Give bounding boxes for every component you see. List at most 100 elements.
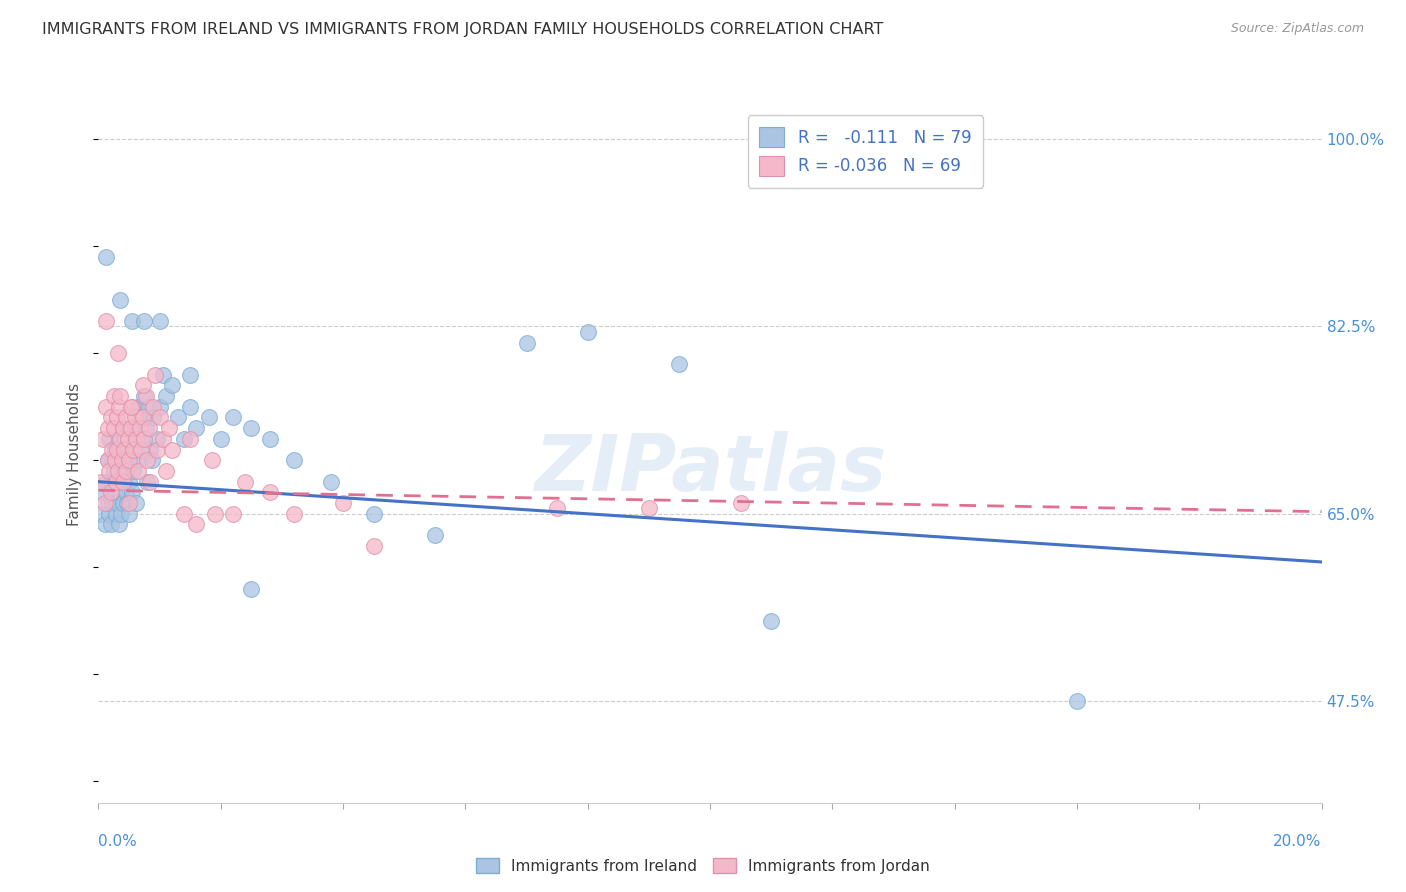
Point [142, 410, 165, 425]
Point [101, 496, 124, 510]
Point [115, 496, 138, 510]
Point [96, 314, 118, 328]
Point [107, 346, 129, 360]
Point [104, 453, 127, 467]
Point [105, 496, 128, 510]
Point [125, 432, 148, 446]
Point [91, 485, 114, 500]
Point [107, 517, 129, 532]
Text: ZIPatlas: ZIPatlas [534, 431, 886, 507]
Point [103, 421, 125, 435]
Point [121, 485, 143, 500]
Point [111, 475, 134, 489]
Point [155, 389, 177, 403]
Point [124, 410, 146, 425]
Point [186, 421, 208, 435]
Point [100, 475, 122, 489]
Point [135, 389, 157, 403]
Point [142, 400, 165, 414]
Point [204, 507, 226, 521]
Point [108, 389, 131, 403]
Point [179, 368, 201, 382]
Point [115, 485, 138, 500]
Point [94, 475, 117, 489]
Point [100, 410, 122, 425]
Legend: R =   -0.111   N = 79, R = -0.036   N = 69: R = -0.111 N = 79, R = -0.036 N = 69 [748, 115, 983, 187]
Point [100, 517, 122, 532]
Point [111, 496, 134, 510]
Point [132, 410, 155, 425]
Point [283, 507, 305, 521]
Point [105, 410, 128, 425]
Point [97, 453, 120, 467]
Point [129, 410, 152, 425]
Point [97, 507, 120, 521]
Point [141, 453, 163, 467]
Point [127, 400, 149, 414]
Point [179, 432, 201, 446]
Point [138, 400, 160, 414]
Point [108, 432, 131, 446]
Point [124, 421, 146, 435]
Point [103, 464, 125, 478]
Point [160, 442, 183, 457]
Point [138, 421, 160, 435]
Point [93, 517, 115, 532]
Point [97, 496, 120, 510]
Point [97, 453, 120, 467]
Y-axis label: Family Households: Family Households [67, 384, 83, 526]
Point [1066, 694, 1088, 708]
Point [122, 442, 145, 457]
Point [134, 314, 156, 328]
Point [111, 421, 134, 435]
Point [111, 464, 134, 478]
Point [668, 357, 690, 371]
Text: Source: ZipAtlas.com: Source: ZipAtlas.com [1230, 22, 1364, 36]
Point [107, 400, 129, 414]
Point [104, 475, 127, 489]
Point [222, 507, 245, 521]
Point [157, 421, 180, 435]
Point [103, 485, 125, 500]
Text: 0.0%: 0.0% [98, 834, 138, 849]
Point [423, 528, 446, 542]
Point [127, 464, 149, 478]
Point [152, 368, 174, 382]
Point [332, 496, 354, 510]
Point [240, 582, 263, 596]
Point [173, 432, 195, 446]
Point [90, 507, 112, 521]
Point [516, 335, 538, 350]
Point [115, 410, 138, 425]
Point [118, 453, 141, 467]
Point [111, 421, 134, 435]
Point [576, 325, 599, 339]
Point [136, 453, 159, 467]
Point [101, 453, 124, 467]
Point [129, 421, 152, 435]
Point [222, 410, 245, 425]
Point [97, 421, 120, 435]
Point [103, 389, 125, 403]
Point [135, 421, 157, 435]
Point [145, 442, 167, 457]
Point [105, 442, 128, 457]
Point [120, 442, 142, 457]
Point [90, 475, 112, 489]
Point [638, 501, 661, 516]
Point [131, 432, 153, 446]
Point [105, 475, 128, 489]
Point [121, 400, 143, 414]
Point [233, 475, 256, 489]
Point [240, 421, 263, 435]
Point [197, 410, 219, 425]
Point [149, 410, 172, 425]
Point [108, 442, 131, 457]
Point [104, 507, 127, 521]
Point [761, 614, 783, 628]
Point [149, 314, 172, 328]
Text: IMMIGRANTS FROM IRELAND VS IMMIGRANTS FROM JORDAN FAMILY HOUSEHOLDS CORRELATION : IMMIGRANTS FROM IRELAND VS IMMIGRANTS FR… [42, 22, 883, 37]
Point [112, 475, 135, 489]
Point [129, 442, 152, 457]
Point [115, 464, 138, 478]
